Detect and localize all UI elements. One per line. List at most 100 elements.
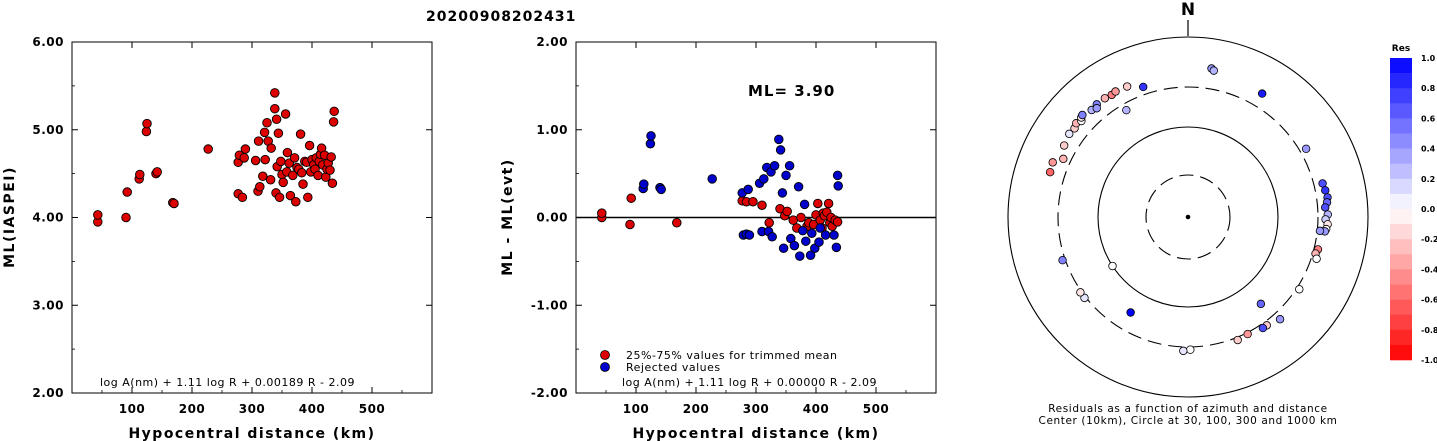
data-point	[759, 174, 769, 184]
station-point	[1179, 346, 1188, 356]
station-point	[1122, 82, 1132, 91]
data-point	[304, 140, 315, 151]
data-point	[276, 156, 286, 167]
data-point	[270, 103, 280, 114]
epicenter-dot	[1185, 214, 1191, 220]
data-point	[297, 167, 307, 178]
x-tick-label: 100	[623, 402, 650, 416]
data-point	[807, 228, 817, 239]
station-point	[1256, 299, 1266, 309]
data-point	[273, 128, 284, 139]
x-tick-label: 100	[119, 402, 146, 416]
plot1-formula: log A(nm) + 1.11 log R + 0.00189 R - 2.0…	[100, 376, 355, 389]
distance-ring-100km	[1097, 126, 1279, 308]
data-point	[121, 212, 131, 223]
plot1-axis-ticks: 100 200 300 400 500 2.00 3.00 4.00 5.00 6.00	[32, 35, 432, 416]
station-point	[1076, 288, 1085, 297]
data-point	[645, 139, 656, 149]
colorbar-cell	[1390, 239, 1412, 255]
colorbar-cell	[1390, 178, 1412, 195]
y-tick-label: 3.00	[32, 298, 64, 312]
colorbar-tick-label: 0.8	[1421, 84, 1436, 93]
data-point	[265, 175, 276, 185]
distance-ring-30km	[1145, 174, 1231, 260]
data-point	[291, 196, 301, 207]
legend-marker-trimmed	[600, 350, 610, 360]
y-tick-label: 0.00	[536, 211, 568, 225]
station-point	[1078, 110, 1087, 120]
x-tick-label: 300	[239, 402, 266, 416]
data-point	[258, 171, 268, 182]
legend-label-rejected: Rejected values	[626, 361, 721, 374]
y-tick-label: 5.00	[32, 123, 64, 137]
data-point	[240, 144, 251, 154]
residual-colorbar: Res 1.0 0.8 0.6 0.4 0.2 0.0 -0.2 -0.4 -0.6 -0.8 -1…	[1390, 44, 1437, 365]
y-tick-label: 4.00	[32, 211, 64, 225]
data-point	[757, 200, 767, 210]
data-point	[744, 230, 755, 240]
data-point	[832, 170, 843, 181]
data-point	[793, 182, 804, 192]
data-point	[274, 192, 285, 203]
data-point	[93, 210, 103, 220]
x-tick-label: 200	[683, 402, 710, 416]
data-point	[823, 198, 834, 209]
data-point	[122, 187, 132, 197]
colorbar-cell	[1390, 344, 1412, 361]
colorbar-tick-label: 0.2	[1421, 175, 1435, 184]
x-tick-label: 400	[299, 402, 326, 416]
station-point	[1301, 144, 1311, 153]
x-tick-label: 500	[863, 402, 890, 416]
y-tick-label: 2.00	[32, 386, 64, 400]
data-point	[805, 250, 816, 260]
data-point	[832, 217, 843, 227]
data-point	[329, 106, 339, 117]
station-point	[1258, 323, 1268, 333]
data-point	[253, 136, 264, 146]
station-point	[1059, 141, 1069, 150]
data-point	[325, 165, 335, 175]
plot2-formula: log A(nm) + 1.11 log R + 0.00000 R - 2.0…	[622, 376, 877, 389]
data-point	[788, 215, 798, 225]
station-point	[1111, 87, 1120, 96]
colorbar-tick-label: -1.0	[1421, 356, 1437, 365]
plot1-y-axis-label: ML(IASPEI)	[2, 166, 18, 268]
x-tick-label: 400	[803, 402, 830, 416]
data-point	[313, 170, 323, 181]
y-tick-label: 2.00	[536, 35, 568, 49]
plot2-y-axis-label: ML - ML(evt)	[500, 158, 516, 275]
station-point	[1312, 254, 1321, 263]
station-point	[1139, 82, 1148, 92]
plot1-x-axis-label: Hypocentral distance (km)	[128, 426, 375, 441]
data-point	[597, 208, 607, 218]
station-point	[1295, 285, 1304, 294]
colorbar-cell	[1390, 224, 1412, 240]
data-point	[270, 88, 280, 98]
colorbar-cell	[1390, 209, 1412, 225]
data-point	[141, 126, 152, 137]
station-point	[1321, 186, 1330, 195]
x-tick-label: 300	[743, 402, 770, 416]
data-point	[271, 114, 282, 124]
station-point	[1321, 203, 1330, 212]
ml-event-value: ML= 3.90	[748, 82, 835, 100]
data-point	[707, 174, 717, 184]
distance-rings	[1007, 36, 1369, 398]
data-point	[743, 184, 753, 195]
data-point	[259, 127, 270, 138]
data-point	[799, 199, 810, 210]
data-point	[260, 154, 270, 165]
colorbar-cell	[1390, 329, 1412, 346]
data-point	[282, 147, 293, 158]
data-point	[781, 170, 791, 181]
colorbar-cell	[1390, 284, 1412, 300]
distance-ring-300km	[1057, 86, 1319, 348]
distance-ring-1000km	[1007, 36, 1369, 398]
legend-marker-rejected	[600, 362, 610, 372]
colorbar-tick-labels: 1.0 0.8 0.6 0.4 0.2 0.0 -0.2 -0.4 -0.6 -0.8 -1.0	[1421, 54, 1437, 365]
colorbar-tick-label: 0.0	[1421, 205, 1436, 214]
data-point	[626, 193, 636, 203]
colorbar-tick-label: 1.0	[1421, 54, 1436, 63]
station-point	[1080, 293, 1089, 303]
